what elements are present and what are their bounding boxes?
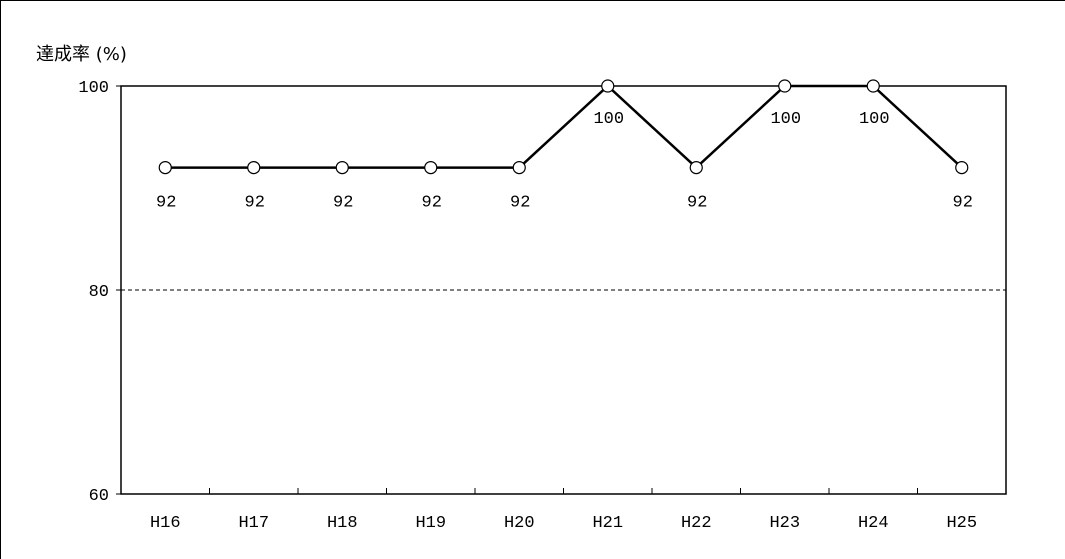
data-label: 92 (245, 194, 265, 213)
x-tick-label: H21 (592, 514, 623, 533)
data-point (512, 161, 526, 175)
data-point (424, 161, 438, 175)
data-point (158, 161, 172, 175)
data-label: 100 (859, 110, 890, 129)
x-tick-label: H18 (327, 514, 358, 533)
data-label: 100 (593, 110, 624, 129)
y-tick-label: 60 (89, 487, 109, 506)
data-label: 100 (770, 110, 801, 129)
data-label: 92 (953, 194, 973, 213)
x-tick-label: H24 (858, 514, 889, 533)
data-point (955, 161, 969, 175)
data-label: 92 (156, 194, 176, 213)
data-point (601, 79, 615, 93)
data-point (866, 79, 880, 93)
data-label: 92 (333, 194, 353, 213)
x-tick-label: H16 (150, 514, 181, 533)
data-point (335, 161, 349, 175)
data-label: 92 (510, 194, 530, 213)
data-label: 92 (422, 194, 442, 213)
x-tick-label: H20 (504, 514, 535, 533)
y-axis-label: 達成率 (%) (36, 44, 127, 65)
x-tick-label: H17 (238, 514, 269, 533)
data-point (247, 161, 261, 175)
data-point (689, 161, 703, 175)
data-label: 92 (687, 194, 707, 213)
x-tick-label: H25 (946, 514, 977, 533)
y-tick-label: 80 (89, 283, 109, 302)
y-tick-label: 100 (78, 79, 109, 98)
series-line (165, 84, 963, 170)
x-tick-label: H22 (681, 514, 712, 533)
x-tick-label: H19 (415, 514, 446, 533)
data-point (778, 79, 792, 93)
x-tick-label: H23 (769, 514, 800, 533)
